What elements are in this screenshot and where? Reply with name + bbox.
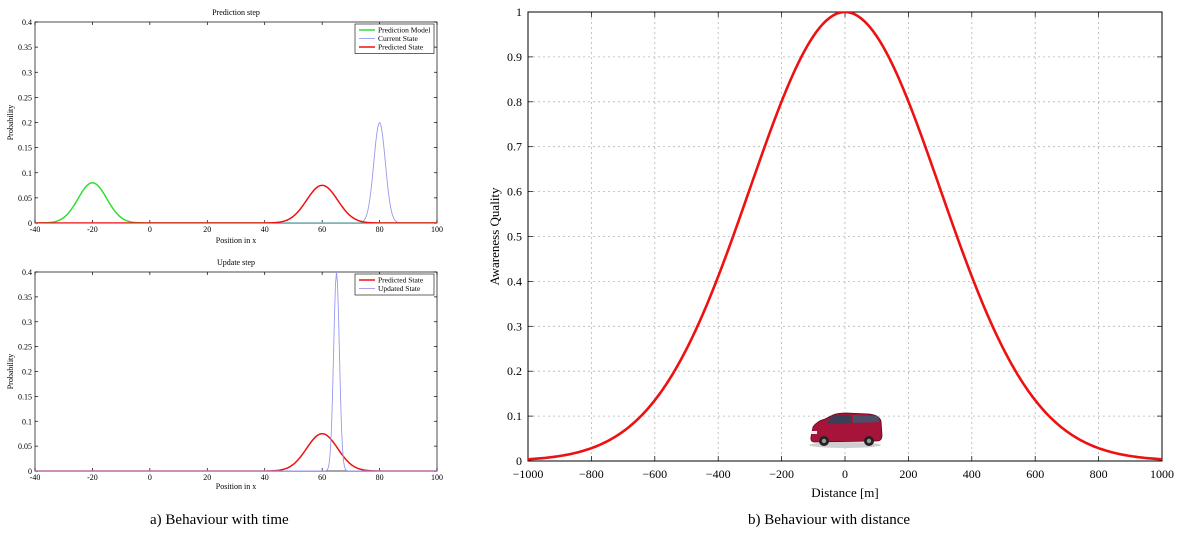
x-tick-label: −200 [769, 467, 794, 481]
y-tick-label: 0.4 [507, 274, 522, 288]
x-tick-label: 20 [203, 473, 211, 482]
chart-title: Prediction step [212, 8, 260, 17]
legend-label: Current State [378, 34, 418, 43]
y-tick-label: 0.3 [22, 68, 32, 77]
y-tick-label: 0.4 [22, 18, 32, 27]
legend-label: Predicted State [378, 276, 424, 285]
y-tick-label: 0 [28, 219, 32, 228]
x-tick-label: 1000 [1150, 467, 1174, 481]
x-axis-label: Position in x [216, 482, 256, 491]
x-tick-label: 400 [963, 467, 981, 481]
x-tick-label: 800 [1090, 467, 1108, 481]
car-windshield [827, 415, 851, 424]
y-tick-label: 0.2 [22, 119, 32, 128]
car-hubcap [821, 438, 827, 444]
y-axis-label: Probability [6, 354, 15, 390]
y-tick-label: 0.05 [18, 442, 32, 451]
x-tick-label: 20 [203, 225, 211, 234]
chart-title: Update step [217, 258, 255, 267]
x-tick-label: -40 [30, 473, 41, 482]
x-tick-label: 40 [261, 473, 269, 482]
y-tick-label: 0.7 [507, 140, 522, 154]
y-tick-label: 0.9 [507, 50, 522, 64]
series-line-predicted-state [35, 432, 437, 471]
y-tick-label: 0.2 [22, 368, 32, 377]
awareness-quality-chart: −1000 −800 −600 −400 −200 0 200 400 600 800 1000 0 0… [487, 5, 1174, 500]
x-tick-label: −1000 [513, 467, 544, 481]
x-tick-label: −400 [706, 467, 731, 481]
car-side-window [853, 415, 879, 423]
y-tick-label: 0.1 [507, 409, 522, 423]
axes-frame [34, 271, 438, 472]
car-hubcap [866, 438, 872, 444]
x-tick-label: 0 [148, 225, 152, 234]
series-line-curve [528, 12, 1162, 461]
y-tick-label: 0.25 [18, 93, 32, 102]
y-tick-label: 1 [516, 5, 522, 19]
x-tick-label: −800 [579, 467, 604, 481]
x-tick-label: 60 [318, 473, 326, 482]
x-tick-label: 100 [431, 225, 443, 234]
y-tick-label: 0.1 [22, 169, 32, 178]
series-line-predicted-state [35, 184, 437, 223]
y-tick-label: 0.05 [18, 194, 32, 203]
series-line-updated-state [35, 272, 437, 471]
series-line-prediction-model [35, 182, 437, 223]
y-axis-label: Probability [6, 105, 15, 141]
legend-label: Prediction Model [378, 26, 430, 35]
x-tick-label: 0 [148, 473, 152, 482]
x-tick-label: 40 [261, 225, 269, 234]
y-tick-label: 0.1 [22, 417, 32, 426]
y-tick-label: 0.5 [507, 230, 522, 244]
y-tick-label: 0.3 [507, 319, 522, 333]
x-tick-label: 100 [431, 473, 443, 482]
y-tick-label: 0.2 [507, 364, 522, 378]
x-tick-label: 80 [376, 473, 384, 482]
x-tick-label: -40 [30, 225, 41, 234]
y-tick-label: 0 [28, 467, 32, 476]
prediction-step-chart: -40 -20 0 20 40 60 80 100 0 0.05 0.1 0.15 0.2 0.25 0.3… [6, 8, 443, 245]
car-headlight [811, 431, 817, 434]
y-tick-label: 0.4 [22, 268, 32, 277]
series-line-current-state [35, 121, 437, 223]
y-tick-label: 0 [516, 454, 522, 468]
caption-right: b) Behaviour with distance [748, 512, 911, 528]
x-tick-label: −600 [642, 467, 667, 481]
x-tick-label: 80 [376, 225, 384, 234]
x-axis-label: Distance [m] [811, 485, 879, 500]
x-tick-label: 200 [899, 467, 917, 481]
y-tick-label: 0.35 [18, 43, 32, 52]
y-tick-label: 0.3 [22, 318, 32, 327]
x-axis-label: Position in x [216, 236, 256, 245]
caption-left: a) Behaviour with time [150, 512, 289, 528]
x-tick-label: -20 [87, 225, 98, 234]
x-tick-label: 600 [1026, 467, 1044, 481]
update-step-chart: -40 -20 0 20 40 60 80 100 0 0.05 0.1 0.15 0.2 0.25 0.3… [6, 258, 443, 491]
y-tick-label: 0.35 [18, 293, 32, 302]
x-tick-label: -20 [87, 473, 98, 482]
x-tick-label: 0 [842, 467, 848, 481]
y-tick-label: 0.6 [507, 185, 522, 199]
y-tick-label: 0.8 [507, 95, 522, 109]
y-tick-label: 0.25 [18, 343, 32, 352]
y-axis-label: Awareness Quality [487, 187, 502, 286]
x-tick-label: 60 [318, 225, 326, 234]
legend-label: Updated State [378, 284, 421, 293]
car-icon [809, 412, 883, 448]
y-tick-label: 0.15 [18, 144, 32, 153]
legend-label: Predicted State [378, 43, 424, 52]
y-tick-label: 0.15 [18, 392, 32, 401]
